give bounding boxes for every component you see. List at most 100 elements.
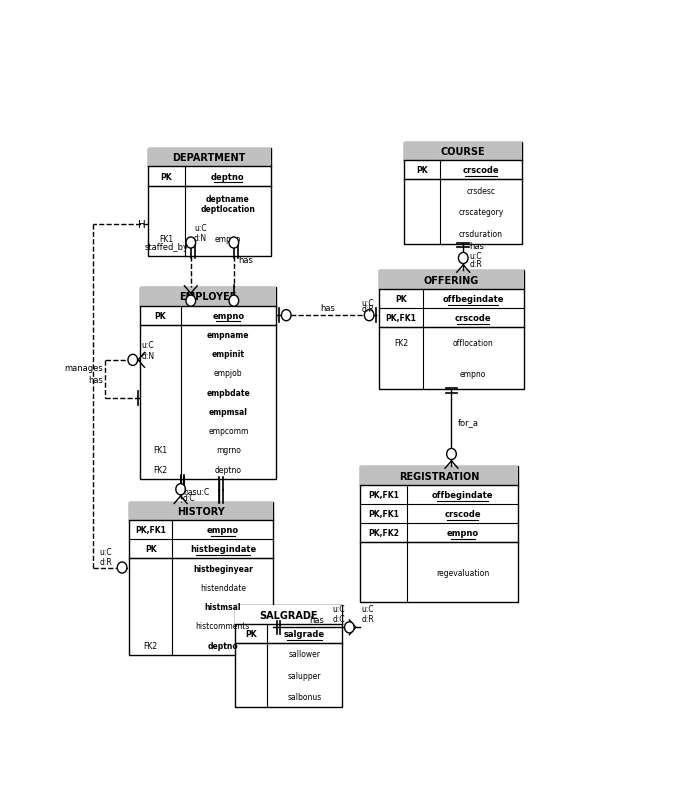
Text: empno: empno <box>207 525 239 535</box>
Circle shape <box>176 484 186 495</box>
Text: offbegindate: offbegindate <box>432 490 493 500</box>
Text: histcomments: histcomments <box>196 622 250 630</box>
Circle shape <box>364 310 374 322</box>
Text: PK,FK1: PK,FK1 <box>135 525 166 535</box>
Text: deptno: deptno <box>211 172 244 181</box>
Text: PK: PK <box>160 172 172 181</box>
Text: FK2: FK2 <box>144 641 158 650</box>
Text: empjob: empjob <box>214 369 243 378</box>
Text: empmsal: empmsal <box>209 407 248 416</box>
Text: HISTORY: HISTORY <box>177 506 225 516</box>
Text: manages: manages <box>64 363 103 372</box>
Text: histenddate: histenddate <box>200 583 246 592</box>
Text: PK: PK <box>155 311 166 320</box>
FancyBboxPatch shape <box>380 271 524 390</box>
Text: PK,FK1: PK,FK1 <box>368 509 399 519</box>
Text: deptno: deptno <box>215 465 242 474</box>
Text: for_a: for_a <box>458 418 479 427</box>
Text: u:C
d:R: u:C d:R <box>99 547 112 566</box>
Text: salgrade: salgrade <box>284 630 325 638</box>
Text: PK,FK1: PK,FK1 <box>386 314 416 322</box>
Text: sallower: sallower <box>288 650 320 658</box>
FancyBboxPatch shape <box>139 288 276 479</box>
Text: EMPLOYEE: EMPLOYEE <box>179 292 237 302</box>
Text: crscode: crscode <box>444 509 481 519</box>
Text: empno: empno <box>213 311 244 320</box>
Text: has: has <box>470 242 484 251</box>
Text: regevaluation: regevaluation <box>436 568 489 577</box>
FancyBboxPatch shape <box>380 271 524 290</box>
Text: crscategory: crscategory <box>458 208 504 217</box>
Text: FK2: FK2 <box>153 465 167 474</box>
Text: deptno: deptno <box>208 641 238 650</box>
Text: u:C
d:N: u:C d:N <box>142 341 155 360</box>
Text: PK: PK <box>245 630 257 638</box>
FancyBboxPatch shape <box>404 143 522 245</box>
Text: PK,FK2: PK,FK2 <box>368 529 399 537</box>
Text: has: has <box>238 255 253 265</box>
FancyBboxPatch shape <box>360 467 518 602</box>
Text: FK2: FK2 <box>394 338 408 348</box>
Text: has: has <box>320 304 335 313</box>
Text: OFFERING: OFFERING <box>424 275 479 286</box>
Text: empname: empname <box>207 330 250 339</box>
Text: has: has <box>309 615 324 624</box>
FancyBboxPatch shape <box>148 148 270 257</box>
Circle shape <box>186 237 195 249</box>
Text: hasu:C: hasu:C <box>183 487 209 496</box>
Text: d:C: d:C <box>183 494 195 503</box>
Text: empno: empno <box>215 235 241 244</box>
Text: empno: empno <box>446 529 479 537</box>
Text: empno: empno <box>460 370 486 379</box>
Text: mgrno: mgrno <box>216 446 241 455</box>
FancyBboxPatch shape <box>129 502 273 655</box>
Circle shape <box>446 449 456 460</box>
Text: u:C
d:R: u:C d:R <box>362 604 375 624</box>
Text: empcomm: empcomm <box>208 427 248 435</box>
Text: salupper: salupper <box>288 671 321 680</box>
Circle shape <box>458 253 468 264</box>
Text: crsduration: crsduration <box>459 229 503 238</box>
Text: FK1: FK1 <box>159 235 173 244</box>
Text: u:C
d:C: u:C d:C <box>333 604 345 624</box>
Circle shape <box>128 354 137 366</box>
FancyBboxPatch shape <box>129 502 273 520</box>
FancyBboxPatch shape <box>404 143 522 161</box>
Text: empbdate: empbdate <box>206 388 250 397</box>
Text: staffed_by: staffed_by <box>144 243 188 252</box>
Text: empinit: empinit <box>212 350 245 358</box>
Circle shape <box>229 296 239 307</box>
Text: histbeginyear: histbeginyear <box>193 564 253 573</box>
Circle shape <box>344 622 354 633</box>
FancyBboxPatch shape <box>235 606 342 707</box>
Text: crscode: crscode <box>462 166 499 175</box>
Text: PK: PK <box>395 294 407 304</box>
Text: PK,FK1: PK,FK1 <box>368 490 399 500</box>
Text: histmsal: histmsal <box>205 602 241 611</box>
Text: PK: PK <box>145 545 157 553</box>
Text: REGISTRATION: REGISTRATION <box>399 471 479 481</box>
Circle shape <box>117 562 127 573</box>
Text: DEPARTMENT: DEPARTMENT <box>172 153 246 163</box>
Circle shape <box>229 237 239 249</box>
Text: PK: PK <box>416 166 428 175</box>
Circle shape <box>282 310 291 322</box>
Text: histbegindate: histbegindate <box>190 545 256 553</box>
Text: d:R: d:R <box>361 305 374 314</box>
Text: offlocation: offlocation <box>453 338 493 348</box>
Text: COURSE: COURSE <box>441 147 486 157</box>
FancyBboxPatch shape <box>360 467 518 485</box>
FancyBboxPatch shape <box>235 606 342 624</box>
Text: has: has <box>88 375 103 384</box>
Text: u:C: u:C <box>362 299 374 308</box>
Text: deptname
deptlocation: deptname deptlocation <box>200 194 255 213</box>
Text: H: H <box>139 220 146 229</box>
FancyBboxPatch shape <box>139 288 276 306</box>
Text: offbegindate: offbegindate <box>442 294 504 304</box>
Text: salbonus: salbonus <box>287 692 322 702</box>
Text: u:C: u:C <box>470 252 482 261</box>
Text: u:C
d:N: u:C d:N <box>194 224 207 243</box>
Text: crsdesc: crsdesc <box>466 186 495 196</box>
FancyBboxPatch shape <box>148 148 270 168</box>
Circle shape <box>186 296 195 307</box>
